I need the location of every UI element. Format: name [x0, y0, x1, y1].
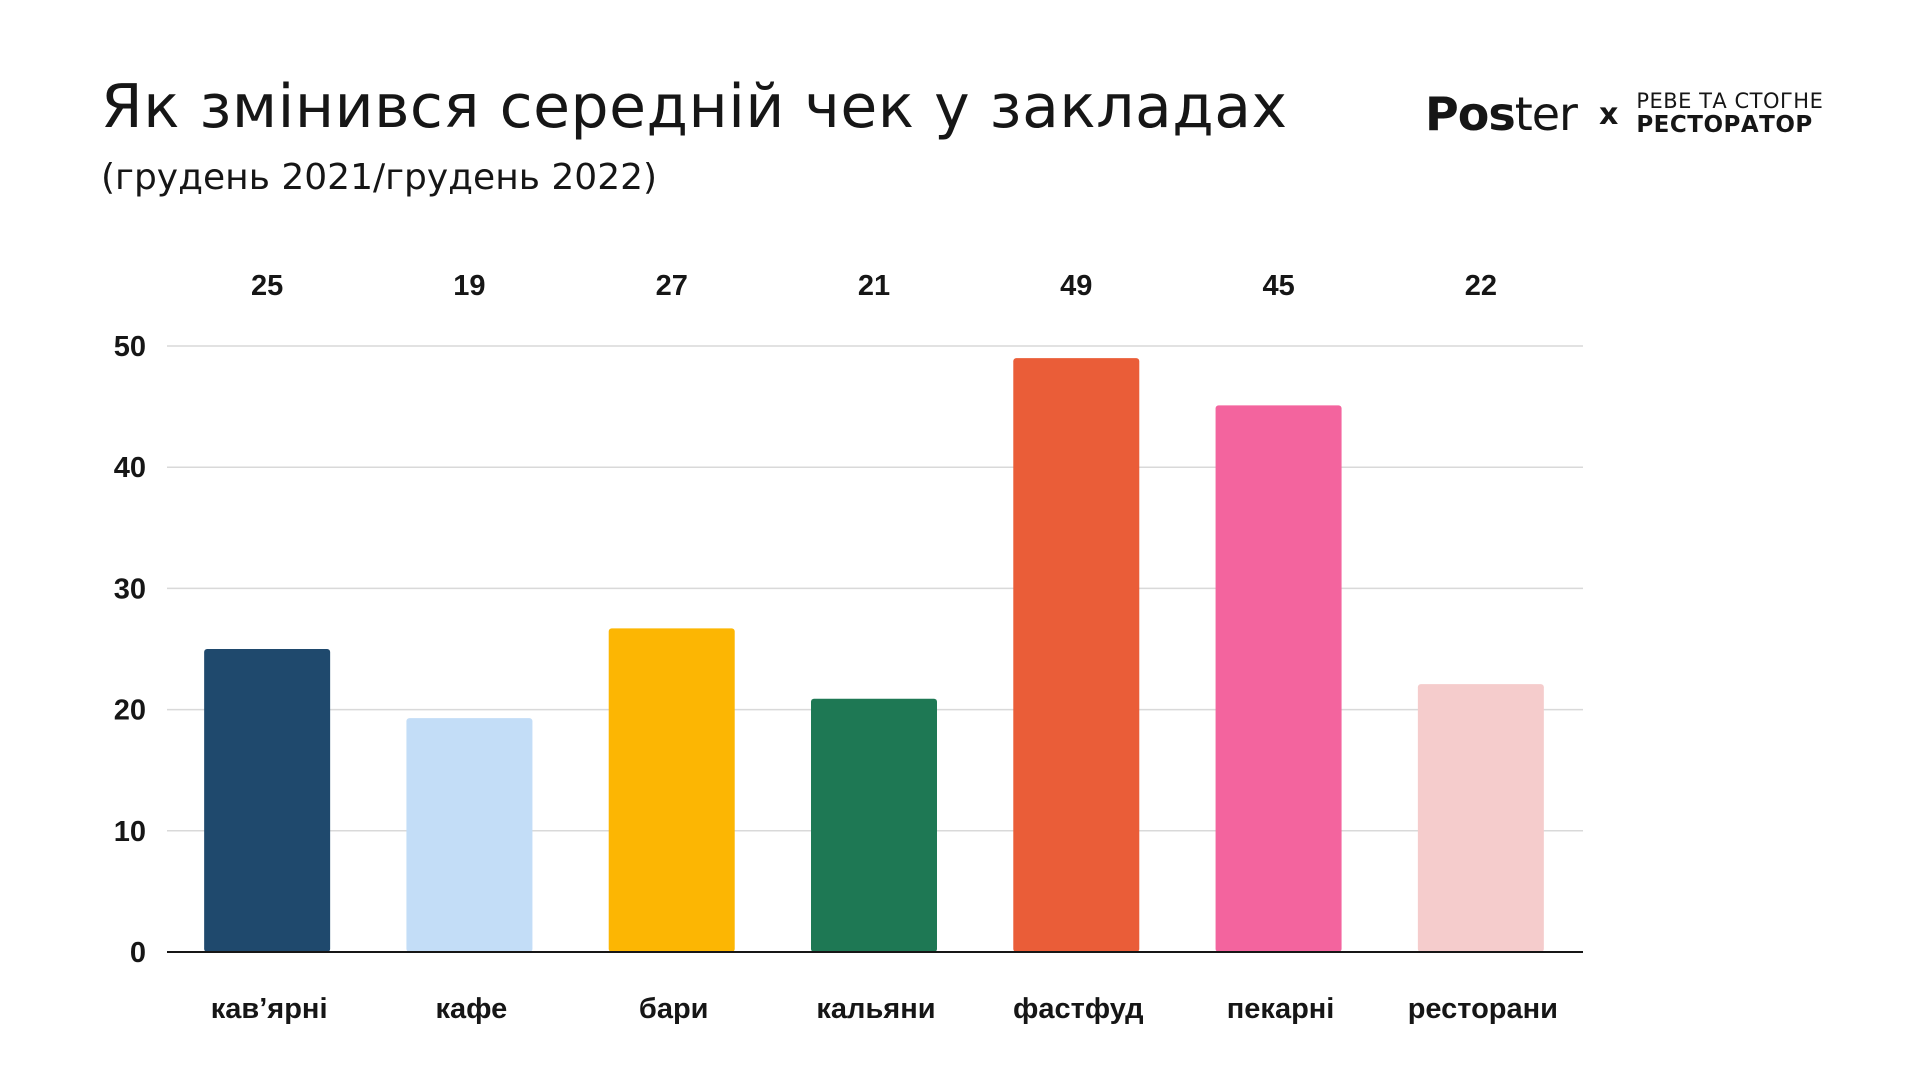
- x-tick-label: фастфуд: [1013, 993, 1144, 1025]
- poster-logo: Poster: [1425, 87, 1578, 141]
- chart-title: Як змінився середній чек у закладах: [101, 72, 1288, 142]
- poster-logo-bold: Pos: [1425, 87, 1516, 141]
- brand-separator: x: [1598, 96, 1619, 132]
- partner-logo-line2: РЕСТОРАТОР: [1636, 112, 1813, 138]
- data-label: 22: [1465, 270, 1497, 302]
- x-tick-label: ресторани: [1408, 993, 1558, 1025]
- bar: [204, 649, 331, 952]
- y-tick-label: 20: [114, 695, 146, 727]
- bar: [608, 628, 735, 952]
- poster-logo-light: ter: [1514, 87, 1578, 141]
- y-tick-label: 30: [114, 573, 146, 605]
- data-label: 45: [1262, 270, 1294, 302]
- x-tick-label: кав’ярні: [211, 993, 328, 1025]
- partner-logo-line1: РЕВЕ ТА СТОГНЕ: [1636, 89, 1824, 113]
- bar: [1013, 358, 1140, 952]
- x-tick-label: бари: [639, 993, 709, 1025]
- bar: [1215, 405, 1342, 952]
- data-label: 19: [453, 270, 485, 302]
- x-tick-label: пекарні: [1227, 993, 1335, 1025]
- y-tick-label: 10: [114, 816, 146, 848]
- bar: [811, 698, 937, 952]
- y-tick-label: 0: [130, 937, 146, 969]
- data-label: 25: [251, 270, 283, 302]
- brand-logo: Poster x РЕВЕ ТА СТОГНЕ РЕСТОРАТОР: [1425, 84, 1823, 144]
- y-tick-label: 50: [114, 331, 146, 363]
- x-tick-label: кафе: [436, 993, 508, 1025]
- bar: [406, 718, 533, 952]
- data-label: 27: [656, 270, 688, 302]
- y-tick-label: 40: [114, 452, 146, 484]
- bar: [1417, 684, 1544, 952]
- chart-subtitle: (грудень 2021/грудень 2022): [101, 157, 658, 198]
- x-tick-label: кальяни: [816, 993, 935, 1025]
- partner-logo: РЕВЕ ТА СТОГНЕ РЕСТОРАТОР: [1636, 91, 1823, 137]
- data-label: 21: [858, 270, 890, 302]
- data-label: 49: [1060, 270, 1092, 302]
